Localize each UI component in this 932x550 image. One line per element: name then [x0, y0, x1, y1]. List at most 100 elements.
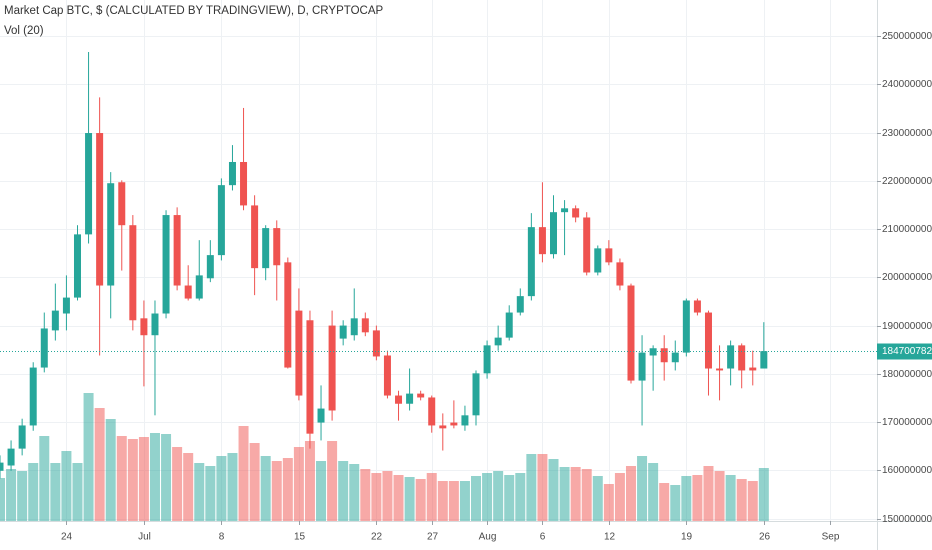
volume-bar [570, 467, 581, 521]
volume-bar [183, 453, 194, 521]
candle-body [228, 161, 236, 186]
volume-pane [0, 393, 769, 521]
candle-body [273, 228, 281, 266]
volume-bar [725, 475, 736, 521]
volume-bar [670, 485, 681, 521]
volume-bar [327, 441, 338, 521]
candle-body [284, 262, 292, 368]
candle-body [527, 227, 535, 297]
volume-bar [482, 473, 493, 521]
y-tick-label: 22000000000 [882, 176, 932, 187]
candle-body [716, 368, 724, 371]
last-price-badge [877, 343, 932, 360]
volume-bar [105, 419, 116, 521]
volume-bar [659, 483, 670, 521]
candle-body [649, 348, 657, 356]
x-tick-label: Jul [138, 532, 151, 543]
candle-body [85, 133, 93, 235]
volume-bar [426, 473, 437, 521]
candle-body [395, 395, 403, 404]
volume-bar [637, 456, 648, 521]
volume-bar [625, 466, 636, 521]
volume-bar [681, 476, 692, 521]
volume-bar [736, 479, 747, 521]
candle-body [671, 352, 679, 363]
volume-bar [161, 434, 172, 521]
volume-bar [349, 464, 360, 521]
candle-body [616, 262, 624, 286]
y-tick-label: 24000000000 [882, 79, 932, 90]
x-tick-label: 6 [540, 532, 546, 543]
candle-body [328, 325, 336, 411]
volume-bar [94, 408, 105, 521]
candle-body [704, 312, 712, 369]
x-tick-label: 15 [294, 532, 306, 543]
volume-bar [603, 484, 614, 521]
candle-body [505, 312, 513, 338]
volume-bar [260, 456, 271, 521]
candle-body [682, 300, 690, 353]
x-tick-label: 19 [681, 532, 693, 543]
candle-body [18, 425, 26, 449]
volume-bar [714, 471, 725, 521]
candle-body [361, 318, 369, 333]
volume-bar [548, 459, 559, 521]
volume-bar [205, 466, 216, 521]
candle-body [317, 408, 325, 423]
candle-body [62, 297, 70, 314]
y-tick-label: 15000000000 [882, 514, 932, 525]
x-tick-label: 22 [371, 532, 383, 543]
candle-body [240, 161, 248, 206]
volume-bar [338, 461, 349, 521]
candle-body [461, 415, 469, 426]
candle-body [594, 248, 602, 273]
volume-bar [459, 481, 470, 521]
volume-bar [747, 481, 758, 521]
candle-body [162, 215, 170, 314]
y-tick-label: 16000000000 [882, 465, 932, 476]
candle-body [107, 183, 115, 286]
x-tick-label: 8 [219, 532, 225, 543]
volume-bar [404, 477, 415, 521]
volume-label: Vol (20) [4, 25, 44, 37]
volume-bar [227, 453, 238, 521]
volume-bar [437, 481, 448, 521]
volume-bar [293, 447, 304, 521]
candle-body [7, 448, 15, 466]
candle-body [96, 133, 104, 286]
volume-bar [758, 468, 769, 521]
candle-body [217, 185, 225, 256]
volume-bar [194, 463, 205, 521]
y-tick-label: 17000000000 [882, 417, 932, 428]
volume-bar [127, 439, 138, 521]
candle-body [450, 422, 458, 426]
candle-body [550, 212, 557, 255]
y-tick-label: 18000000000 [882, 369, 932, 380]
candle-body [206, 255, 214, 279]
x-tick-label: 26 [759, 532, 771, 543]
candle-body [417, 393, 425, 398]
chart-title: Market Cap BTC, $ (CALCULATED BY TRADING… [4, 5, 383, 17]
volume-bar [28, 463, 39, 521]
candle-body [184, 285, 192, 299]
y-tick-label: 25000000000 [882, 31, 932, 42]
candle-body [428, 397, 436, 426]
volume-bar [83, 393, 94, 521]
candle-body [483, 345, 491, 374]
x-tick-label: 12 [604, 532, 616, 543]
volume-bar [415, 479, 426, 521]
candle-body [306, 320, 314, 434]
candle-body [516, 296, 524, 313]
candle-body [151, 313, 159, 336]
volume-bar [581, 469, 592, 521]
candle-body [738, 345, 746, 371]
grid [0, 0, 877, 521]
volume-bar [537, 454, 548, 521]
candle-body [195, 275, 203, 299]
candle-body [129, 225, 137, 321]
x-tick-label: Sep [822, 532, 840, 543]
volume-bar [216, 456, 227, 521]
volume-bar [515, 473, 526, 521]
volume-bar [39, 436, 50, 521]
volume-bar [238, 426, 249, 521]
